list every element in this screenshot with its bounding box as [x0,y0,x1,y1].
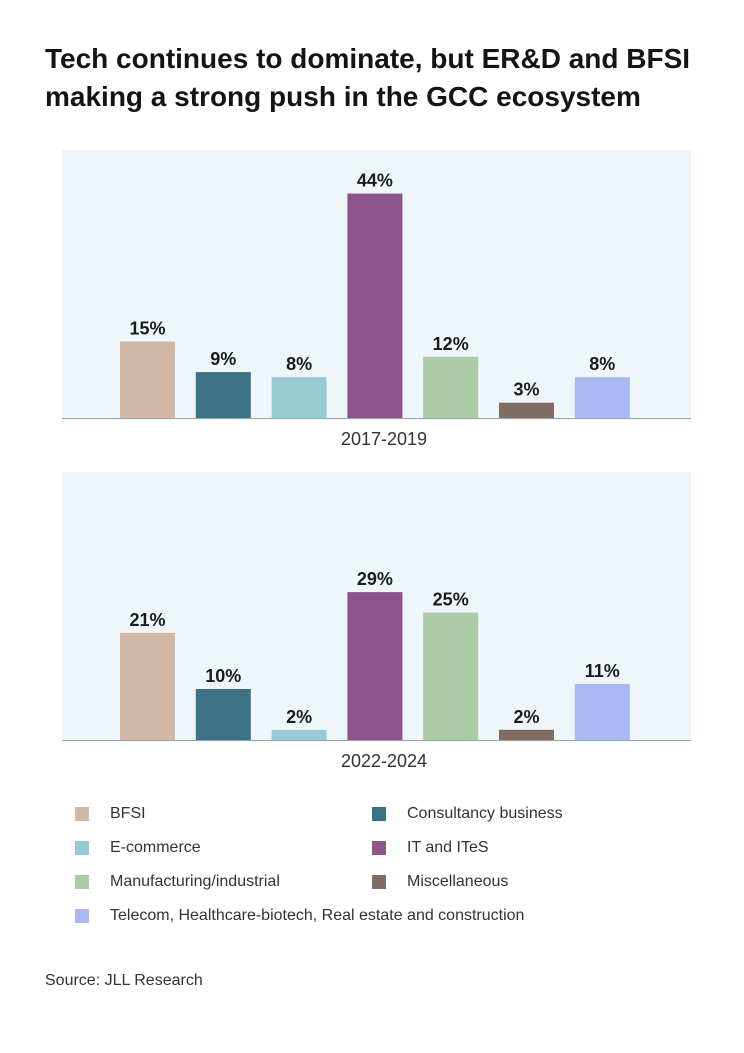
legend-swatch [75,909,89,923]
data-label: 15% [129,319,165,339]
legend-swatch [75,807,89,821]
data-label: 9% [210,349,236,369]
chart-panel-2022-2024: 21% 10% 2% 29% 25% 2% 11% [62,472,691,742]
period-label-2017-2019: 2017-2019 [340,429,428,449]
bar-bfsi [120,632,175,740]
data-label: 2% [286,707,312,727]
bar-consultancy-business [195,689,251,740]
legend-label: IT and ITeS [407,839,489,856]
source-note: Source: JLL Research [45,972,203,989]
bar-manufacturing-industrial [423,612,479,740]
legend-label: Miscellaneous [407,873,509,890]
legend-swatch [372,875,386,889]
legend-label: Telecom, Healthcare-biotech, Real estate… [110,907,525,924]
data-label: 3% [513,380,539,400]
legend-label: E-commerce [110,839,201,856]
legend-item-it-ites: IT and ITeS [372,839,489,857]
data-label: 2% [513,707,539,727]
bar-bfsi [120,341,175,418]
bar-telecom-healthcare-biotech-real-estate-and-construction [574,377,630,418]
legend-item-ecommerce: E-commerce [75,839,201,857]
bar-telecom-healthcare-biotech-real-estate-and-construction [574,683,630,740]
bar-manufacturing-industrial [423,356,479,418]
legend-item-bfsi: BFSI [75,805,146,823]
legend-swatch [372,807,386,821]
chart-title: Tech continues to dominate, but ER&D and… [45,43,691,112]
bar-consultancy-business [195,372,251,418]
bar-it-and-ites [347,193,403,418]
data-label: 10% [205,666,241,686]
data-label: 11% [585,661,620,681]
data-label: 21% [129,610,165,630]
data-label: 8% [589,354,615,374]
data-label: 8% [286,354,312,374]
chart-panel-2017-2019: 15% 9% 8% 44% 12% 3% 8% [62,150,691,420]
legend-item-consultancy: Consultancy business [372,805,563,823]
bar-it-and-ites [347,592,403,740]
legend-label: BFSI [110,805,146,822]
period-label-2022-2024: 2022-2024 [340,751,428,771]
bar-e-commerce [271,377,327,418]
legend-swatch [75,841,89,855]
bar-chart-2017-2019: 15% 9% 8% 44% 12% 3% 8% [62,171,691,419]
legend-item-manufacturing: Manufacturing/industrial [75,873,280,891]
legend-item-telecom: Telecom, Healthcare-biotech, Real estate… [75,907,524,925]
legend-swatch [372,841,386,855]
legend-label: Consultancy business [407,805,563,822]
data-label: 29% [357,569,393,589]
legend-label: Manufacturing/industrial [110,873,280,890]
bar-chart-2022-2024: 21% 10% 2% 29% 25% 2% 11% [62,569,691,741]
bar-e-commerce [271,729,327,740]
bar-miscellaneous [499,729,554,740]
data-label: 44% [357,171,393,191]
data-label: 25% [433,590,469,610]
bar-miscellaneous [499,402,554,418]
data-label: 12% [433,334,469,354]
legend-item-miscellaneous: Miscellaneous [372,873,508,891]
legend-swatch [75,875,89,889]
